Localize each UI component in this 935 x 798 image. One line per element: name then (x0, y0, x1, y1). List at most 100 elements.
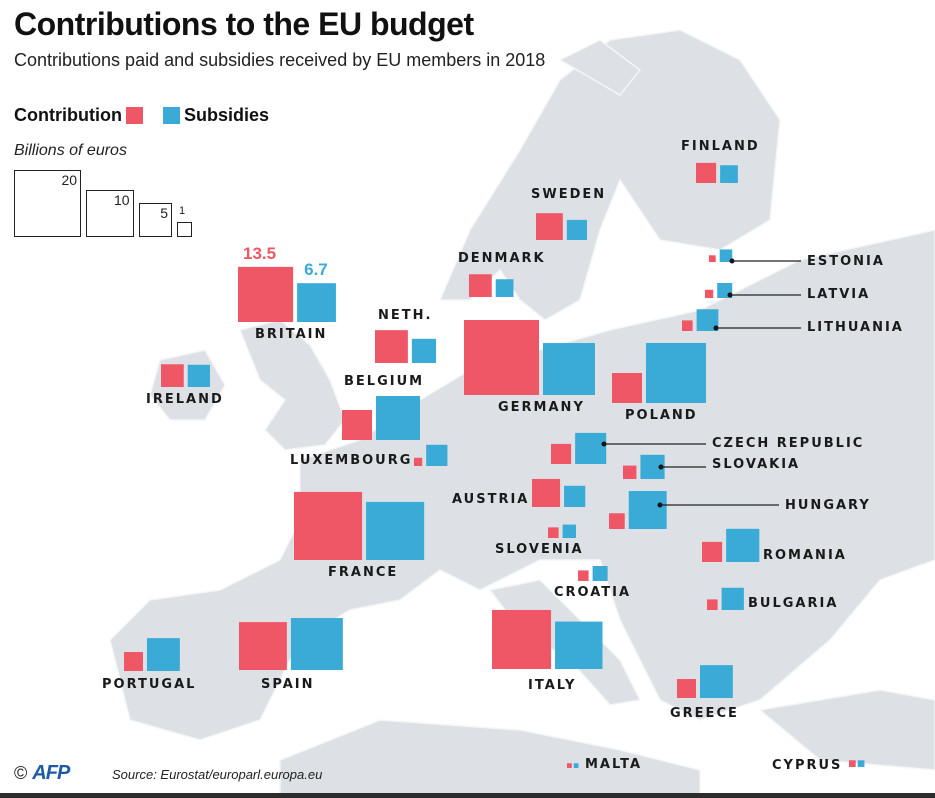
subsidies-square-bulgaria (721, 587, 744, 610)
scale-label-1: 1 (179, 205, 186, 217)
subsidies-square-romania (726, 528, 760, 562)
contribution-square-slovakia (623, 465, 637, 479)
country-label-poland: POLAND (625, 408, 698, 423)
country-label-slovenia: SLOVENIA (495, 542, 584, 557)
land-north-africa (279, 719, 701, 798)
country-label-luxembourg: LUXEMBOURG (290, 453, 413, 468)
land-mainland (109, 229, 935, 741)
country-label-spain: SPAIN (261, 677, 315, 692)
subsidies-square-portugal (146, 638, 180, 671)
subsidies-square-estonia (719, 249, 733, 262)
contribution-square-greece (677, 679, 696, 698)
subsidies-square-neth (411, 338, 437, 363)
copyright-symbol: © (14, 763, 28, 783)
contribution-square-luxembourg (414, 457, 423, 466)
contribution-square-hungary (609, 513, 625, 529)
contribution-square-belgium (342, 410, 372, 440)
subsidies-square-spain (290, 618, 343, 670)
country-label-malta: MALTA (585, 757, 643, 772)
land-iceland-area (558, 39, 642, 96)
subsidies-square-finland (720, 165, 738, 183)
country-label-bulgaria: BULGARIA (748, 596, 839, 611)
legend: Contribution Subsidies (14, 105, 269, 126)
country-label-france: FRANCE (328, 565, 399, 580)
subsidies-square-hungary (628, 491, 667, 529)
chart-subtitle: Contributions paid and subsidies receive… (14, 50, 546, 70)
subsidies-square-austria (564, 485, 586, 507)
contribution-square-neth (375, 330, 408, 363)
contribution-square-lithuania (682, 320, 693, 331)
subsidies-square-luxembourg (426, 444, 448, 466)
subsidies-square-britain (297, 283, 336, 322)
chart-marks (124, 162, 865, 768)
land-turkey (758, 689, 935, 771)
subsidies-square-czech-republic (575, 432, 607, 464)
contribution-square-ireland (161, 364, 184, 387)
country-label-austria: AUSTRIA (452, 492, 530, 507)
subsidies-square-ireland (187, 364, 210, 387)
country-label-britain: BRITAIN (255, 327, 328, 342)
contribution-value-britain: 13.5 (243, 243, 277, 263)
subsidies-square-poland (646, 343, 706, 403)
scale-label-10: 10 (113, 191, 130, 208)
subsidies-square-belgium (376, 396, 420, 440)
subsidies-square-germany (543, 343, 595, 395)
afp-logo: © AFP (14, 762, 70, 785)
country-label-czech-republic: CZECH REPUBLIC (712, 436, 865, 451)
contribution-square-spain (239, 622, 287, 670)
scale-box-20 (14, 169, 82, 237)
country-label-neth: NETH. (378, 308, 433, 323)
legend-subsidies-label: Subsidies (183, 105, 269, 125)
scale-label-20: 20 (61, 171, 78, 188)
subsidies-square-lithuania (696, 309, 719, 331)
subsidies-square-slovenia (562, 524, 577, 538)
country-label-estonia: ESTONIA (807, 254, 885, 269)
country-label-croatia: CROATIA (554, 585, 632, 600)
contribution-square-czech-republic (551, 443, 572, 464)
afp-wordmark: AFP (32, 762, 70, 784)
country-label-hungary: HUNGARY (785, 498, 871, 513)
scale-box-1 (177, 222, 193, 237)
contribution-square-portugal (124, 652, 143, 671)
subsidies-square-greece (699, 665, 733, 698)
contribution-square-slovenia (548, 527, 559, 538)
contribution-square-poland (612, 373, 642, 403)
country-label-greece: GREECE (670, 706, 739, 721)
contribution-square-austria (532, 478, 561, 507)
contribution-square-malta (567, 763, 572, 768)
contribution-square-latvia (705, 289, 714, 298)
country-label-romania: ROMANIA (763, 548, 847, 563)
contribution-square-romania (702, 541, 723, 562)
country-label-portugal: PORTUGAL (102, 677, 197, 692)
contribution-square-denmark (469, 274, 492, 297)
subsidies-value-britain: 6.7 (304, 260, 328, 280)
contribution-square-germany (464, 320, 539, 395)
country-label-lithuania: LITHUANIA (807, 320, 904, 335)
subsidies-square-sweden (566, 219, 587, 240)
country-label-ireland: IRELAND (146, 392, 224, 407)
country-label-cyprus: CYPRUS (772, 758, 843, 773)
units-label: Billions of euros (14, 142, 127, 159)
land-british-isles (238, 319, 346, 451)
contribution-square-estonia (709, 255, 716, 262)
contribution-square-italy (492, 609, 552, 669)
contribution-square-france (294, 491, 363, 560)
contribution-square-britain (238, 266, 294, 322)
bottom-bar (0, 793, 935, 798)
subsidies-square-denmark (495, 279, 514, 297)
country-label-belgium: BELGIUM (344, 374, 425, 389)
scale-box-5 (138, 203, 173, 237)
legend-contribution-swatch (125, 107, 143, 124)
country-label-denmark: DENMARK (458, 251, 546, 266)
contribution-square-croatia (578, 570, 589, 581)
subsidies-square-france (366, 501, 425, 560)
country-label-slovakia: SLOVAKIA (712, 457, 801, 472)
contribution-square-cyprus (849, 760, 856, 767)
country-label-germany: GERMANY (498, 400, 585, 415)
legend-contribution-label: Contribution (14, 105, 122, 125)
legend-subsidies-swatch (162, 107, 180, 124)
scale-label-5: 5 (160, 205, 169, 222)
contribution-square-sweden (536, 213, 563, 240)
scale-box-10 (86, 189, 134, 237)
